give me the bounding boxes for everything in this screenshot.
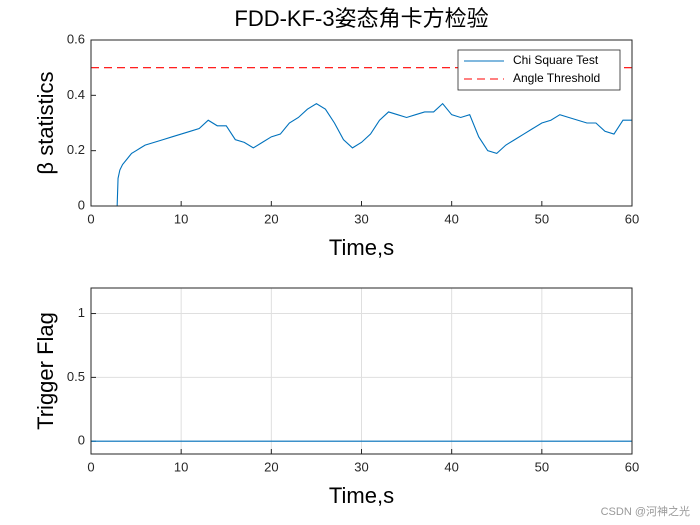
x-tick-label: 20 bbox=[264, 459, 278, 474]
y-tick-label: 0 bbox=[78, 197, 85, 212]
x-axis-label: Time,s bbox=[329, 483, 394, 508]
y-tick-label: 0.4 bbox=[67, 87, 85, 102]
chart-title: FDD-KF-3姿态角卡方检验 bbox=[234, 6, 488, 31]
x-tick-label: 60 bbox=[625, 211, 639, 226]
y-tick-label: 1 bbox=[78, 305, 85, 320]
y-tick-label: 0.5 bbox=[67, 369, 85, 384]
y-axis-label: β statistics bbox=[33, 71, 58, 174]
x-tick-label: 10 bbox=[174, 211, 188, 226]
x-tick-label: 50 bbox=[535, 459, 549, 474]
y-tick-label: 0.6 bbox=[67, 31, 85, 46]
x-tick-label: 40 bbox=[444, 459, 458, 474]
legend-label: Angle Threshold bbox=[513, 71, 600, 85]
x-axis-label: Time,s bbox=[329, 235, 394, 260]
x-tick-label: 20 bbox=[264, 211, 278, 226]
legend-box bbox=[457, 49, 621, 91]
x-tick-label: 40 bbox=[444, 211, 458, 226]
axes-frame bbox=[90, 39, 633, 207]
legend-label: Chi Square Test bbox=[513, 53, 599, 67]
x-tick-label: 0 bbox=[87, 211, 94, 226]
y-tick-label: 0.2 bbox=[67, 142, 85, 157]
data-line bbox=[91, 102, 632, 207]
watermark: CSDN @河神之光 bbox=[601, 504, 690, 518]
x-tick-label: 0 bbox=[87, 459, 94, 474]
y-axis-label: Trigger Flag bbox=[33, 312, 58, 430]
x-tick-label: 60 bbox=[625, 459, 639, 474]
x-tick-label: 30 bbox=[354, 459, 368, 474]
x-tick-label: 50 bbox=[535, 211, 549, 226]
x-tick-label: 30 bbox=[354, 211, 368, 226]
x-tick-label: 10 bbox=[174, 459, 188, 474]
y-tick-label: 0 bbox=[78, 433, 85, 448]
axes-frame bbox=[90, 287, 633, 455]
